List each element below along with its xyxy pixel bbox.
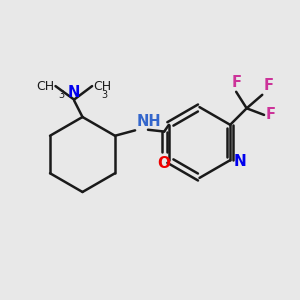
Text: F: F: [231, 75, 241, 90]
Text: 3: 3: [101, 90, 107, 100]
Text: F: F: [264, 78, 274, 93]
Text: N: N: [68, 85, 80, 100]
Text: N: N: [234, 154, 247, 169]
Text: NH: NH: [136, 114, 161, 129]
Text: CH: CH: [94, 80, 112, 93]
Text: CH: CH: [36, 80, 54, 93]
Text: O: O: [158, 155, 171, 170]
Text: F: F: [266, 107, 276, 122]
Text: 3: 3: [58, 90, 64, 100]
